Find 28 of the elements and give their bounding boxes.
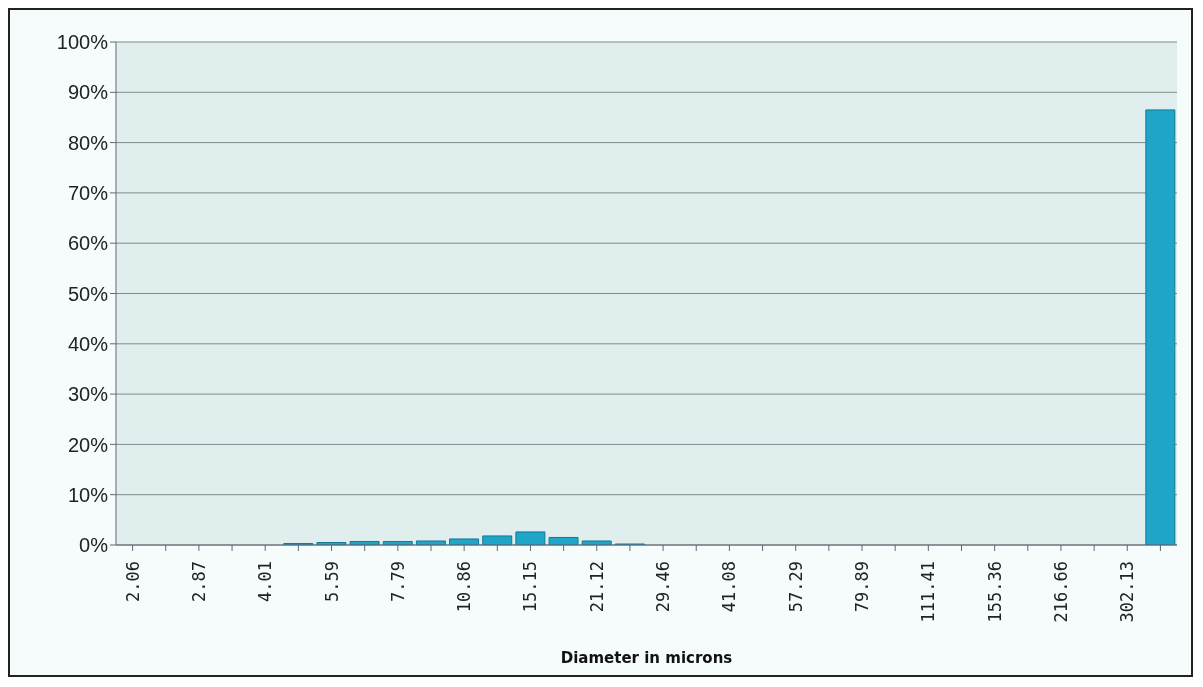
x-tick-label: 111.41	[918, 561, 939, 623]
y-tick-label: 90%	[67, 81, 109, 104]
x-tick-label: 302.13	[1117, 561, 1138, 623]
y-tick-label: 40%	[67, 332, 109, 355]
y-tick-label: 70%	[67, 182, 109, 204]
y-tick-label: 100%	[56, 31, 109, 54]
x-tick-label: 2.06	[122, 561, 143, 602]
y-tick-label: 80%	[67, 131, 109, 154]
x-tick-label: 10.86	[454, 561, 475, 613]
y-tick-label: 20%	[67, 433, 109, 456]
x-tick-label: 21.12	[586, 561, 607, 613]
y-tick-label: 10%	[67, 483, 109, 506]
x-tick-label: 2.87	[188, 561, 209, 602]
x-tick-label: 41.08	[719, 561, 740, 613]
x-tick-label: 4.01	[255, 561, 276, 602]
x-tick-label: 57.29	[785, 561, 806, 613]
x-tick-label: 216.66	[1050, 561, 1071, 623]
x-tick-label: 7.79	[387, 561, 408, 602]
x-tick-label: 79.89	[852, 561, 873, 613]
x-tick-label: 155.36	[984, 561, 1005, 623]
x-axis-title: Diameter in microns	[560, 649, 733, 667]
y-tick-label: 30%	[67, 383, 109, 406]
x-tick-label: 29.46	[653, 561, 674, 613]
y-tick-label: 50%	[67, 282, 109, 305]
x-tick-label: 5.59	[321, 561, 342, 602]
y-tick-label: 0%	[79, 534, 109, 557]
y-tick-label: 60%	[67, 232, 109, 255]
x-tick-label: 15.15	[520, 561, 541, 613]
